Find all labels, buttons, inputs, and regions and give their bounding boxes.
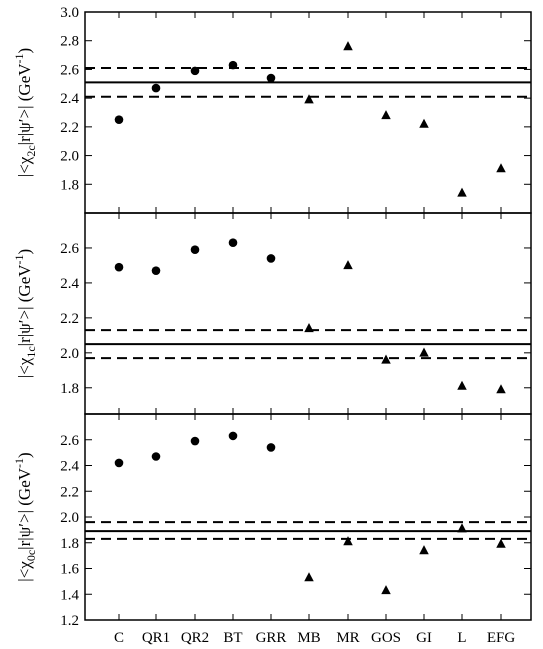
y-axis-label-open: |<χ	[15, 561, 34, 582]
panel-2: 1.8 2.0 2.2 2.4 2.6 |<χ1c|r|ψ′>| (GeV-1)	[12, 212, 532, 415]
y-axis-label-end: )	[15, 249, 34, 255]
y-axis-label-close: |r|ψ′>| (GeV	[15, 467, 34, 550]
y-axis-label-close: |r|ψ′>| (GeV	[15, 264, 34, 347]
data-point-circle	[114, 458, 124, 468]
data-point-triangle	[419, 545, 429, 555]
x-tick-label: QR1	[142, 630, 170, 646]
y-tick-label: 1.8	[60, 381, 79, 397]
x-tick-label: GOS	[371, 630, 401, 646]
y-tick-label: 1.2	[60, 613, 79, 629]
y-axis-label-sup: -1	[12, 254, 26, 264]
data-point-circle	[228, 431, 238, 441]
y-axis-label-close: |r|ψ′>| (GeV	[15, 63, 34, 146]
data-point-circle	[114, 262, 124, 272]
y-axis-label-open: |<χ	[15, 357, 34, 378]
x-tick-label: MR	[336, 630, 359, 646]
data-point-triangle	[457, 380, 467, 390]
x-tick-label: QR2	[181, 630, 209, 646]
data-point-circle	[151, 452, 161, 461]
y-axis-label-sub: 2c	[24, 145, 38, 156]
y-axis-label-end: )	[15, 48, 34, 54]
y-axis-label: |<χ2c|r|ψ′>| (GeV-1)	[12, 48, 38, 177]
y-tick-label: 1.8	[60, 177, 79, 193]
y-tick-label: 2.6	[60, 241, 79, 257]
data-point-triangle	[304, 572, 314, 582]
panel-frame	[84, 11, 532, 214]
data-point-circle	[151, 83, 161, 93]
y-tick-label: 2.2	[60, 484, 79, 500]
x-tick-label: GI	[416, 630, 432, 646]
y-tick-label: 2.4	[60, 276, 79, 292]
y-tick-label: 2.4	[60, 459, 79, 475]
y-tick-label: 2.0	[60, 149, 79, 165]
y-tick-label: 2.6	[60, 62, 79, 78]
data-point-triangle	[381, 354, 391, 364]
x-tick-label: BT	[223, 630, 242, 646]
y-axis-label-open: |<χ	[15, 156, 34, 177]
data-point-circle	[266, 443, 276, 452]
panel-3: 1.2 1.4 1.6 1.8 2.0 2.2 2.4 2.6 |<χ0c|r|ψ′>| (Ge…	[12, 413, 532, 629]
data-point-circle	[151, 266, 161, 275]
data-point-circle	[190, 245, 200, 255]
data-point-triangle	[343, 41, 353, 51]
y-tick-label: 2.0	[60, 346, 79, 362]
data-point-triangle	[304, 94, 314, 104]
data-point-circle	[114, 115, 124, 124]
data-point-triangle	[343, 260, 353, 270]
y-tick-label: 2.2	[60, 120, 79, 136]
data-point-triangle	[304, 323, 314, 333]
y-axis-label: |<χ0c|r|ψ′>| (GeV-1)	[12, 452, 38, 581]
data-point-triangle	[343, 536, 353, 546]
panel-1: 1.8 2.0 2.2 2.4 2.6 2.8 3.0 |<χ2c|r|ψ′>| (GeV-1…	[12, 5, 532, 214]
data-point-circle	[266, 254, 276, 263]
data-point-triangle	[381, 110, 391, 120]
data-point-circle	[266, 73, 276, 83]
data-point-triangle	[496, 163, 506, 173]
data-point-triangle	[496, 538, 506, 548]
panel-frame	[84, 413, 532, 621]
y-axis-label-end: )	[15, 452, 34, 458]
y-axis-label: |<χ1c|r|ψ′>| (GeV-1)	[12, 249, 38, 378]
data-point-triangle	[457, 187, 467, 197]
y-tick-label: 2.4	[60, 91, 79, 107]
y-tick-label: 1.8	[60, 536, 79, 552]
data-point-circle	[228, 238, 238, 248]
x-tick-label: C	[114, 630, 124, 646]
y-tick-label: 2.6	[60, 433, 79, 449]
y-tick-label: 2.2	[60, 311, 79, 327]
y-tick-label: 1.6	[60, 562, 79, 578]
y-tick-label: 1.4	[60, 587, 79, 603]
data-point-triangle	[457, 523, 467, 533]
x-tick-label: MB	[297, 630, 320, 646]
y-axis-label-sup: -1	[12, 53, 26, 63]
y-tick-label: 2.0	[60, 510, 79, 526]
y-axis-label-sub: 1c	[24, 346, 38, 357]
data-point-triangle	[496, 384, 506, 394]
x-tick-label: EFG	[487, 630, 516, 646]
y-axis-label-sup: -1	[12, 458, 26, 468]
data-point-circle	[190, 436, 200, 446]
data-point-triangle	[419, 118, 429, 128]
x-tick-label: GRR	[256, 630, 287, 646]
y-tick-label: 2.8	[60, 34, 79, 50]
y-axis-label-sub: 0c	[24, 550, 38, 561]
data-point-triangle	[381, 585, 391, 595]
x-tick-label: L	[457, 630, 466, 646]
data-point-triangle	[419, 347, 429, 357]
data-point-circle	[228, 60, 238, 70]
y-tick-label: 3.0	[60, 5, 79, 21]
panel-frame	[84, 212, 532, 415]
data-point-circle	[190, 66, 200, 76]
